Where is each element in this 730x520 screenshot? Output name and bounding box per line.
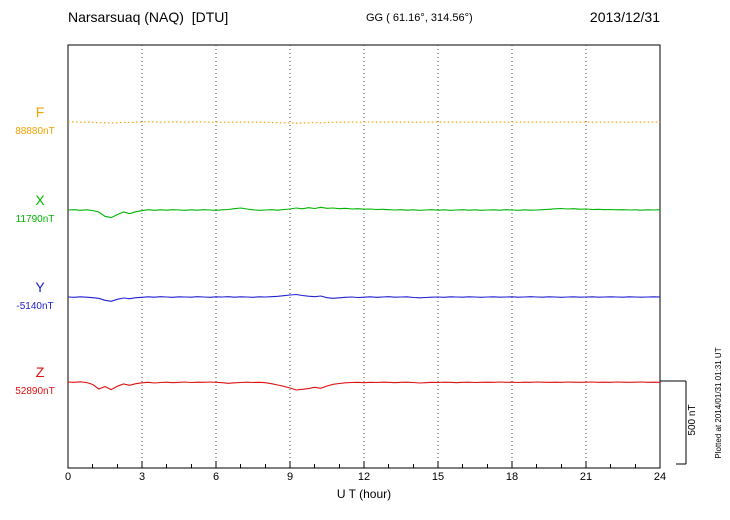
channel-letter-X: X [35,192,45,208]
trace-Z [67,381,661,391]
x-tick-label-21: 21 [579,471,593,483]
x-tick-label-18: 18 [505,471,519,483]
trace-F [67,121,661,124]
channel-baseline-X: 11790nT [15,214,55,225]
x-tick-label-12: 12 [357,471,371,483]
plot-frame [67,44,661,469]
x-tick-label-24: 24 [653,471,667,483]
channel-baseline-F: 88880nT [15,126,55,137]
trace-X [67,206,661,219]
x-tick-label-6: 6 [212,471,220,483]
channel-letter-F: F [35,104,45,120]
channel-letter-Z: Z [35,364,45,380]
x-tick-label-0: 0 [64,471,72,483]
channel-letter-Y: Y [35,279,45,295]
geo-coordinates: GG ( 61.16°, 314.56°) [366,12,473,24]
trace-Y [67,293,661,302]
plot-date: 2013/12/31 [589,9,660,25]
plotted-at-note: Plotted at 2014/01/31 01:31 UT [714,347,723,459]
x-axis-title: U T (hour) [336,487,392,501]
x-tick-label-9: 9 [286,471,294,483]
x-tick-label-15: 15 [431,471,445,483]
x-tick-label-3: 3 [138,471,146,483]
station-title: Narsarsuaq (NAQ) [DTU] [68,9,229,25]
channel-baseline-Y: -5140nT [16,301,54,312]
scale-bar-label: 500 nT [687,404,698,436]
channel-baseline-Z: 52890nT [15,386,55,397]
